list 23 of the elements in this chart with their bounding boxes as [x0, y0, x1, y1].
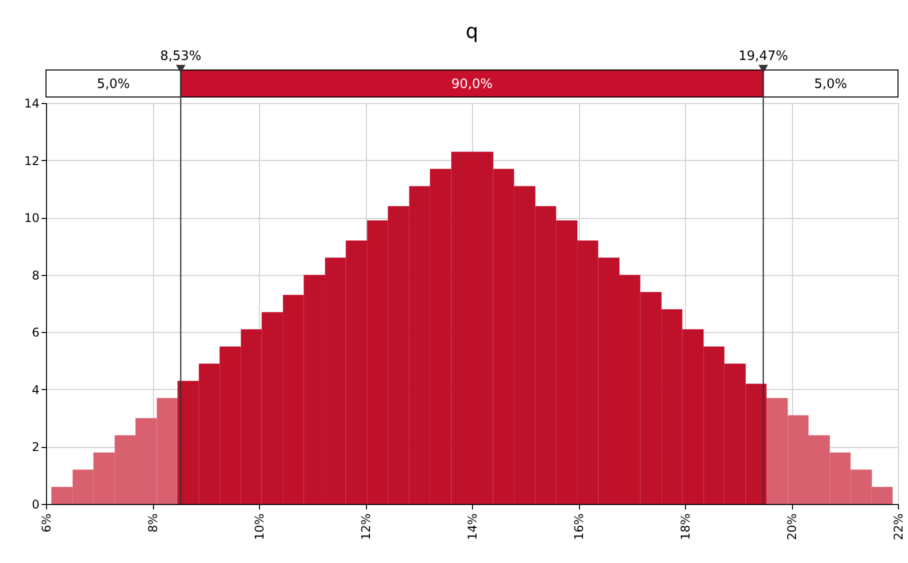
- x-tick-label: 6%: [40, 514, 54, 533]
- y-tick-label: 14: [24, 96, 40, 110]
- x-tick-label: 22%: [892, 514, 906, 540]
- text: 90,0%: [451, 77, 493, 92]
- y-tick-label: 8: [32, 268, 40, 282]
- x-tick-label: 18%: [678, 514, 692, 540]
- y-tick-label: 6: [32, 326, 40, 340]
- y-tick-label: 12: [24, 154, 40, 168]
- y-tick-label: 10: [24, 211, 40, 226]
- y-tick-label: 4: [32, 382, 40, 397]
- chart-title: q: [466, 19, 478, 43]
- x-tick-label: 8%: [146, 514, 160, 533]
- x-tick-label: 10%: [252, 514, 266, 540]
- x-tick-label: 16%: [572, 514, 586, 540]
- y-tick-label: 0: [32, 498, 40, 512]
- x-tick-label: 20%: [785, 514, 799, 540]
- ref-line-label: 8,53%: [160, 49, 202, 64]
- text: 5,0%: [96, 77, 130, 92]
- y-tick-label: 2: [32, 440, 40, 454]
- text: 5,0%: [814, 77, 848, 92]
- ref-line-label: 19,47%: [738, 49, 788, 64]
- x-tick-label: 12%: [359, 514, 373, 540]
- x-tick-label: 14%: [466, 514, 480, 540]
